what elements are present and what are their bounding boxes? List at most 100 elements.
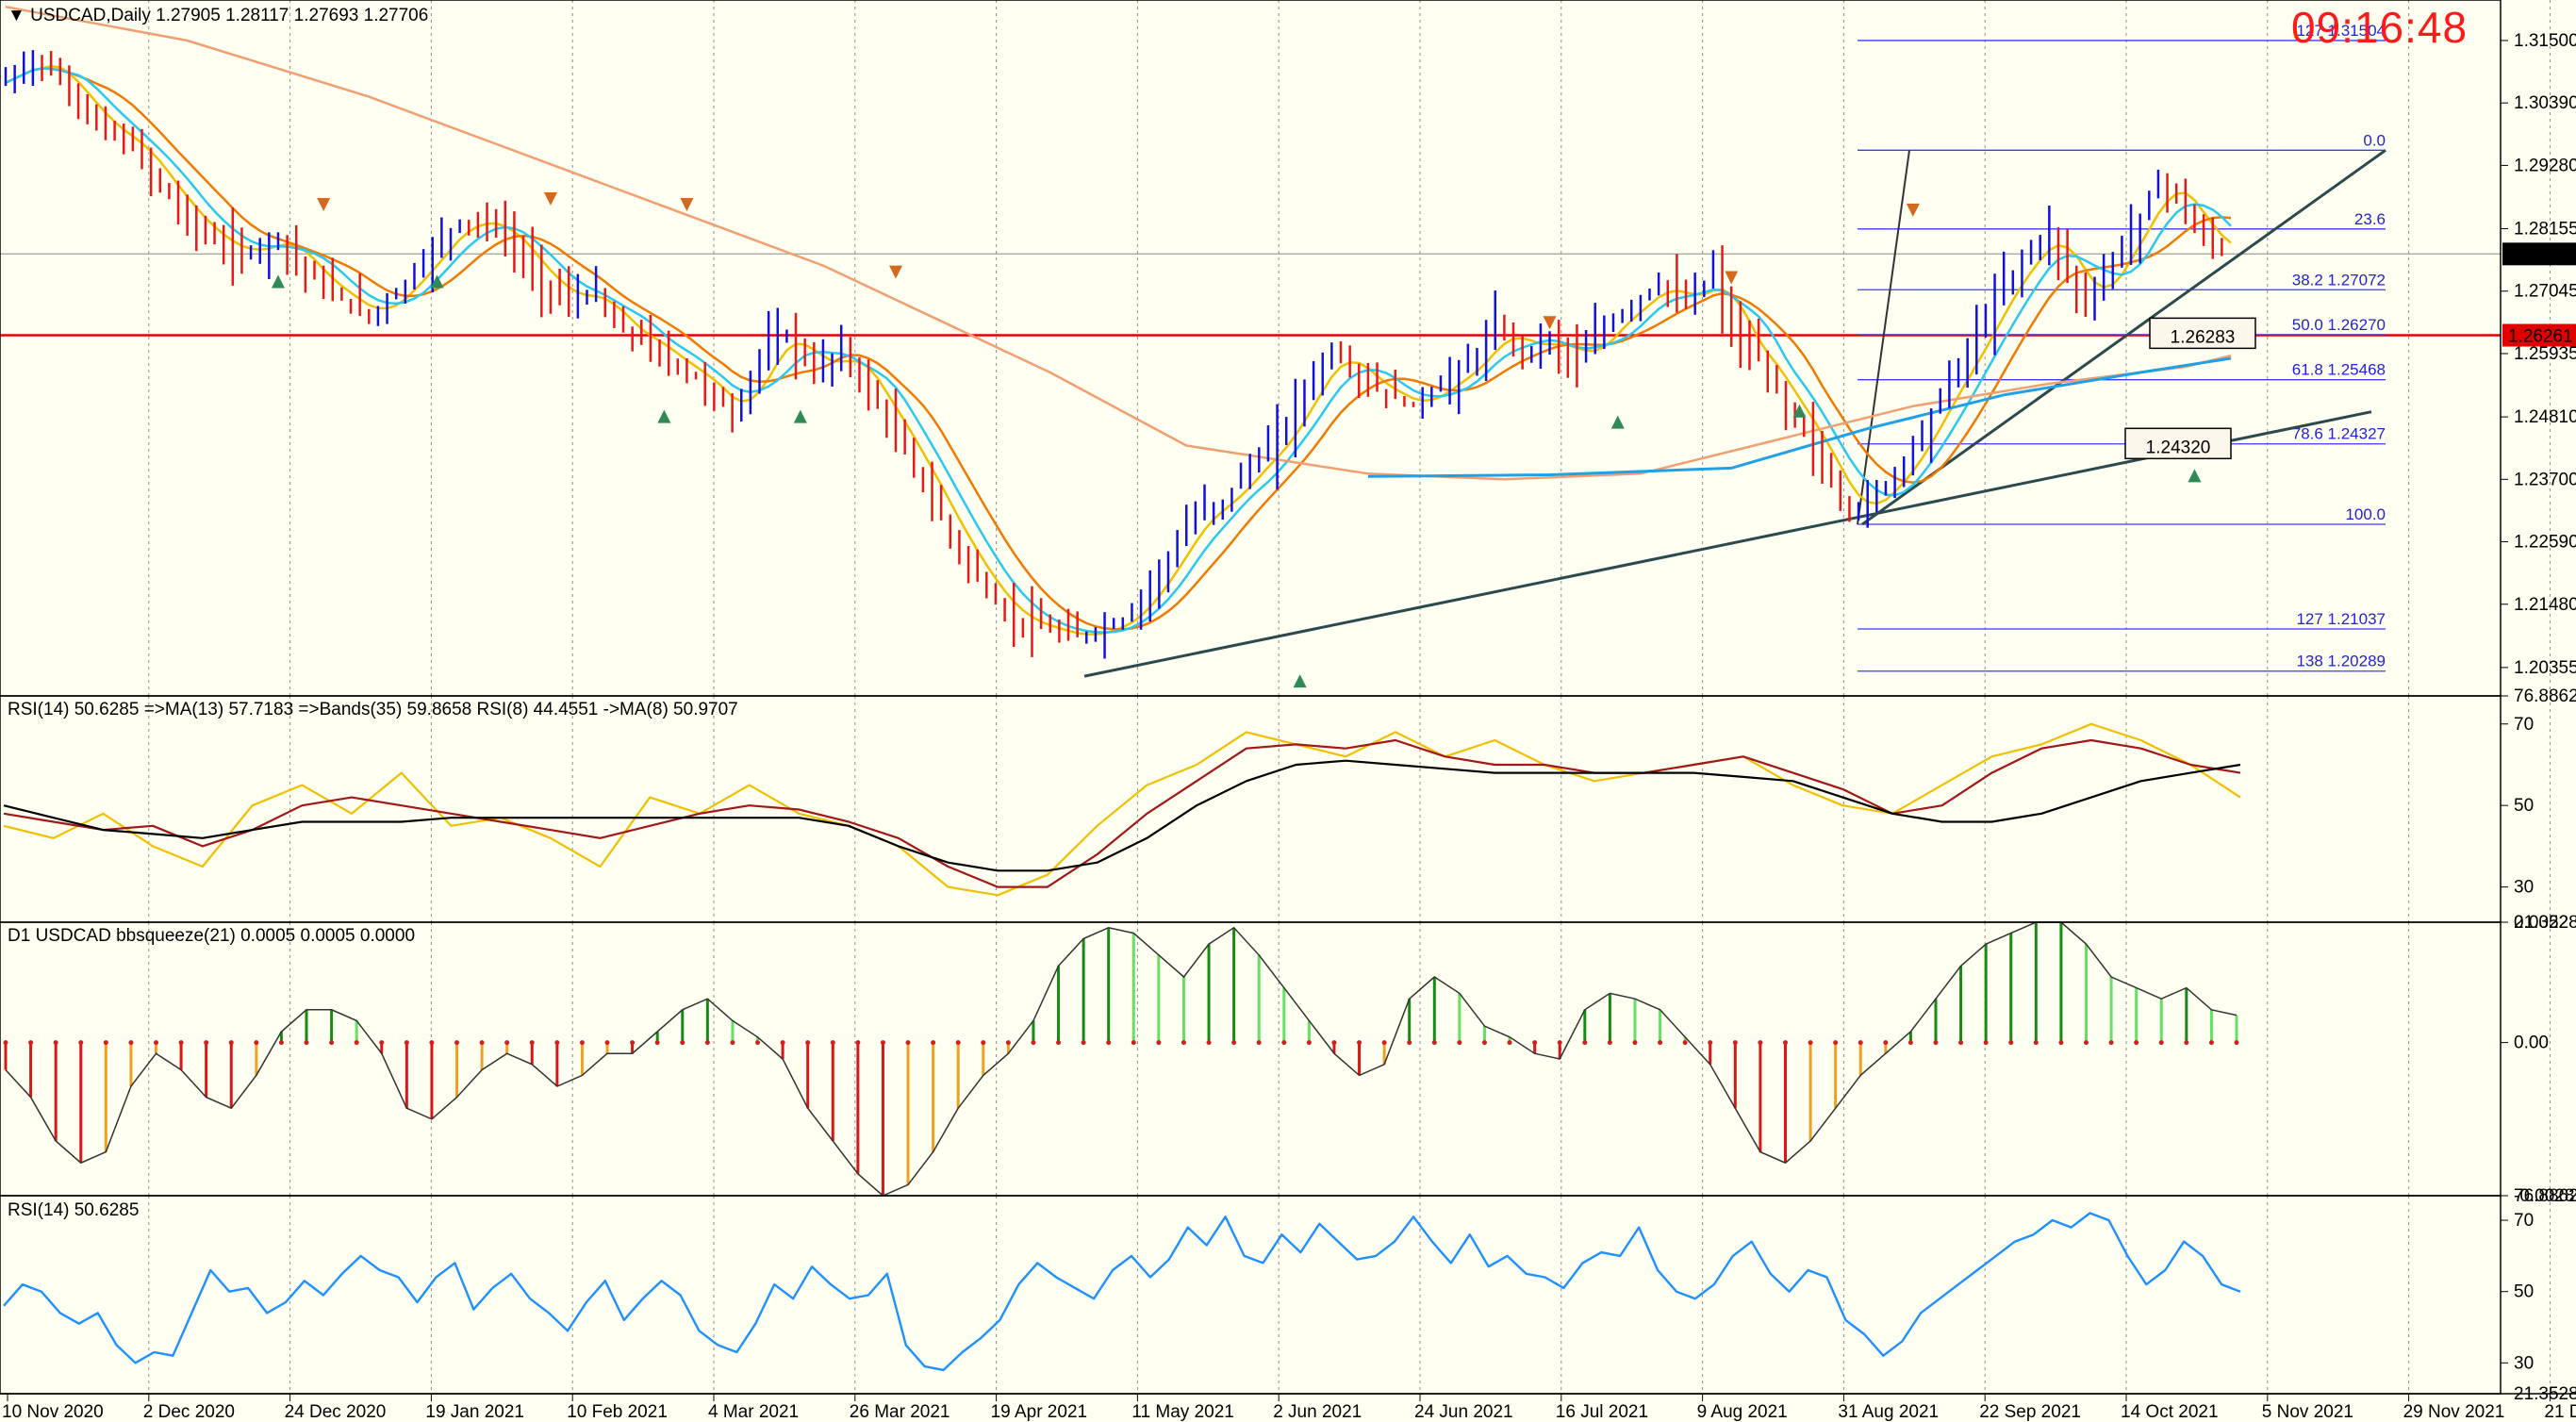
squeeze-dot	[154, 1040, 159, 1046]
squeeze-dot	[2208, 1040, 2214, 1046]
sell-arrow-icon	[680, 197, 694, 211]
squeeze-dot	[755, 1040, 761, 1046]
fib-level-label: 61.8 1.25468	[2292, 361, 2386, 379]
rsi-line-0	[3, 1212, 2241, 1372]
rsi-y-tick-label: 70	[2514, 715, 2534, 735]
x-tick-label: 2 Jun 2021	[1273, 1402, 1362, 1422]
squeeze-dot	[680, 1040, 685, 1046]
fib-level-label: 50.0 1.26270	[2292, 316, 2386, 334]
horizontal-level-label-box	[2502, 323, 2576, 347]
buy-arrow-icon	[1792, 404, 1807, 418]
squeeze-dot	[454, 1040, 460, 1046]
squeeze-dot	[204, 1040, 209, 1046]
x-tick-label: 16 Jul 2021	[1556, 1402, 1648, 1422]
rsi-panel[interactable]	[3, 1212, 2241, 1372]
squeeze-dot	[730, 1040, 735, 1046]
rsi2-y-tick-label: 76.8862	[2514, 1186, 2576, 1206]
squeeze-dot	[1281, 1040, 1287, 1046]
squeeze-dot	[604, 1040, 610, 1046]
squeeze-dot	[1181, 1040, 1186, 1046]
bbsqueeze-panel[interactable]	[3, 921, 2239, 1197]
buy-arrow-icon	[657, 409, 671, 423]
fib-level-label: 0.0	[2363, 131, 2386, 149]
x-tick-label: 19 Jan 2021	[425, 1402, 524, 1422]
squeeze-dot	[1407, 1040, 1412, 1046]
y-tick-label: 1.24810	[2514, 407, 2576, 427]
squeeze-dot	[630, 1040, 636, 1046]
squeeze-dot	[404, 1040, 409, 1046]
squeeze-dot	[1256, 1040, 1262, 1046]
squeeze-dot	[429, 1040, 435, 1046]
buy-arrow-icon	[271, 274, 285, 289]
y-tick-label: 1.29280	[2514, 156, 2576, 175]
squeeze-dot	[1858, 1040, 1863, 1046]
squeeze-dot	[830, 1040, 835, 1046]
squeeze-dot	[379, 1040, 385, 1046]
price-panel[interactable]: 127 1.31504 0.0 23.6 38.2 1.27072 50.0 1.262…	[0, 5, 2501, 688]
squeeze-dot	[1081, 1040, 1086, 1046]
squeeze-dot	[579, 1040, 585, 1046]
squeeze-dot	[1933, 1040, 1939, 1046]
y-tick-label: 1.21480	[2514, 595, 2576, 615]
collapse-triangle-icon[interactable]: ▼	[8, 6, 30, 25]
rsi-series-2	[3, 759, 2241, 872]
squeeze-dot	[278, 1040, 284, 1046]
y-tick-label: 1.20355	[2514, 658, 2576, 678]
sell-arrow-icon	[1543, 316, 1557, 330]
squeeze-dot	[1983, 1040, 1989, 1046]
squeeze-dot	[1883, 1040, 1889, 1046]
squeeze-dot	[1607, 1040, 1612, 1046]
x-tick-label: 5 Nov 2021	[2262, 1402, 2353, 1422]
squeeze-dot	[1056, 1040, 1062, 1046]
x-tick-label: 24 Dec 2020	[285, 1402, 387, 1422]
squeeze-dot	[103, 1040, 108, 1046]
squeeze-dot	[1782, 1040, 1788, 1046]
squeeze-dot	[1306, 1040, 1312, 1046]
x-tick-label: 22 Sep 2021	[1979, 1402, 2081, 1422]
squeeze-dot	[1005, 1040, 1011, 1046]
x-tick-label: 31 Aug 2021	[1838, 1402, 1939, 1422]
chart-title: ▼ USDCAD,Daily 1.27905 1.28117 1.27693 1…	[8, 6, 428, 25]
squeeze-dot	[1632, 1040, 1638, 1046]
sell-arrow-icon	[1725, 271, 1739, 285]
sell-arrow-icon	[1906, 203, 1920, 217]
squeeze-dot	[1131, 1040, 1136, 1046]
buy-arrow-icon	[2188, 469, 2202, 483]
x-tick-label: 14 Oct 2021	[2121, 1402, 2219, 1422]
y-tick-label: 1.23700	[2514, 470, 2576, 489]
squeeze-dot	[1381, 1040, 1387, 1046]
rsi-title: RSI(14) 50.6285	[8, 1200, 139, 1220]
rsi-y-tick-label: 50	[2514, 796, 2534, 816]
sell-arrow-icon	[889, 265, 902, 279]
rsi-bands-panel[interactable]	[3, 722, 2241, 897]
squeeze-dot	[880, 1040, 885, 1046]
squeeze-dot	[1106, 1040, 1112, 1046]
squeeze-dot	[2234, 1040, 2239, 1046]
squeeze-dot	[1156, 1040, 1162, 1046]
squeeze-dot	[1507, 1040, 1512, 1046]
ma-long-blue-line	[1367, 356, 2232, 478]
squeeze-dot	[2058, 1040, 2064, 1046]
squeeze-dot	[1206, 1040, 1212, 1046]
x-tick-label: 21 Dec 2021	[2544, 1402, 2576, 1422]
squeeze-dot	[354, 1040, 359, 1046]
squeeze-dot	[1557, 1040, 1562, 1046]
bb-y-tick-label: 0.0022	[2514, 913, 2568, 933]
rsi-series-1	[3, 738, 2241, 888]
squeeze-dot	[2033, 1040, 2039, 1046]
squeeze-dot	[955, 1040, 961, 1046]
y-tick-label: 1.25935	[2514, 344, 2576, 364]
squeeze-dot	[2158, 1040, 2164, 1046]
squeeze-dot	[855, 1040, 861, 1046]
rsi-bands-title: RSI(14) 50.6285 =>MA(13) 57.7183 =>Bands…	[8, 700, 738, 719]
squeeze-dot	[53, 1040, 58, 1046]
price-box-lower: 1.24320	[2146, 438, 2211, 457]
bb-y-tick-label: -0.0028	[2514, 1186, 2574, 1206]
x-tick-label: 9 Aug 2021	[1697, 1402, 1788, 1422]
squeeze-dot	[1958, 1040, 1964, 1046]
squeeze-dot	[1357, 1040, 1362, 1046]
current-price-label-box	[2502, 242, 2576, 266]
price-box-lower-box	[2124, 427, 2232, 460]
